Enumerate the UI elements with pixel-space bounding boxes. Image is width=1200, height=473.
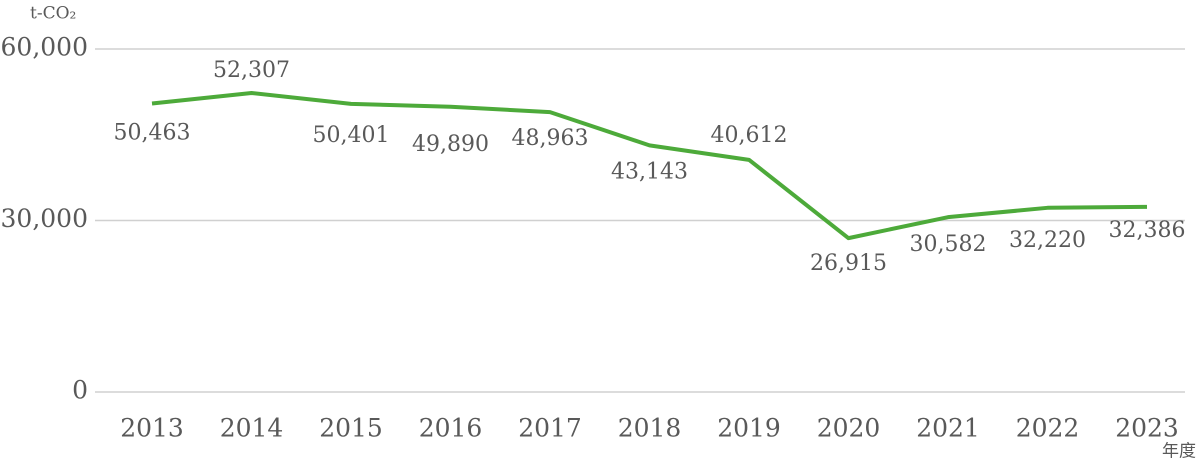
data-label: 48,963 <box>512 126 589 151</box>
data-label: 50,463 <box>114 121 191 146</box>
data-label: 43,143 <box>611 159 688 184</box>
data-label: 30,582 <box>910 232 987 257</box>
y-tick-label: 60,000 <box>1 33 88 62</box>
data-label: 49,890 <box>412 132 489 157</box>
data-label: 26,915 <box>810 251 887 276</box>
data-label: 50,401 <box>313 123 390 148</box>
x-tick-label: 2016 <box>419 414 483 443</box>
data-label: 40,612 <box>711 123 788 148</box>
y-axis-label: t-CO₂ <box>30 4 76 24</box>
y-tick-label: 0 <box>72 376 88 405</box>
x-tick-label: 2020 <box>817 414 881 443</box>
y-tick-label: 30,000 <box>1 204 88 233</box>
x-tick-label: 2022 <box>1016 414 1080 443</box>
x-tick-label: 2015 <box>319 414 383 443</box>
x-tick-label: 2014 <box>220 414 284 443</box>
x-tick-label: 2023 <box>1115 414 1179 443</box>
data-label: 52,307 <box>213 58 290 83</box>
x-tick-label: 2017 <box>518 414 582 443</box>
data-line <box>151 90 1148 241</box>
x-axis-label: 年度 <box>1162 442 1196 462</box>
x-tick-label: 2021 <box>916 414 980 443</box>
x-tick-label: 2019 <box>717 414 781 443</box>
x-tick-label: 2013 <box>120 414 184 443</box>
data-label: 32,220 <box>1009 228 1086 253</box>
data-label: 32,386 <box>1109 218 1186 243</box>
x-tick-label: 2018 <box>618 414 682 443</box>
